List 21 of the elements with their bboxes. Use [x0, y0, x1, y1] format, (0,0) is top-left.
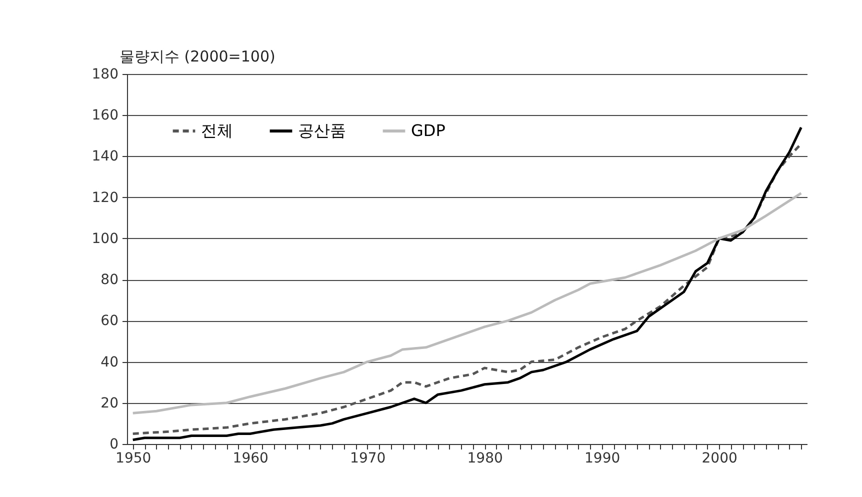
- line-series: [132, 192, 802, 414]
- x-tick-label: 1960: [232, 450, 268, 466]
- y-tick-label: 20: [100, 395, 118, 412]
- y-axis-title: 물량지수 (2000=100): [120, 48, 276, 66]
- y-tick-label: 0: [110, 436, 118, 452]
- legend-label: 전체: [201, 121, 233, 140]
- x-tick-label: 1970: [350, 450, 386, 466]
- y-tick-label: 80: [100, 272, 118, 288]
- y-tick-label: 40: [100, 354, 118, 370]
- y-tick-label: 180: [92, 66, 118, 82]
- y-tick-label: 100: [92, 230, 118, 247]
- y-tick-label: 120: [92, 190, 118, 206]
- legend-label: 공산품: [298, 121, 346, 140]
- x-tick-label: 1950: [116, 450, 152, 466]
- x-tick-label: 2000: [702, 450, 738, 466]
- x-tick-label: 1990: [584, 450, 620, 466]
- y-tick-label: 60: [100, 313, 118, 330]
- legend-label: GDP: [411, 121, 446, 140]
- x-tick-label: 1980: [467, 450, 503, 466]
- y-tick-label: 160: [92, 108, 118, 124]
- y-tick-label: 140: [92, 148, 118, 165]
